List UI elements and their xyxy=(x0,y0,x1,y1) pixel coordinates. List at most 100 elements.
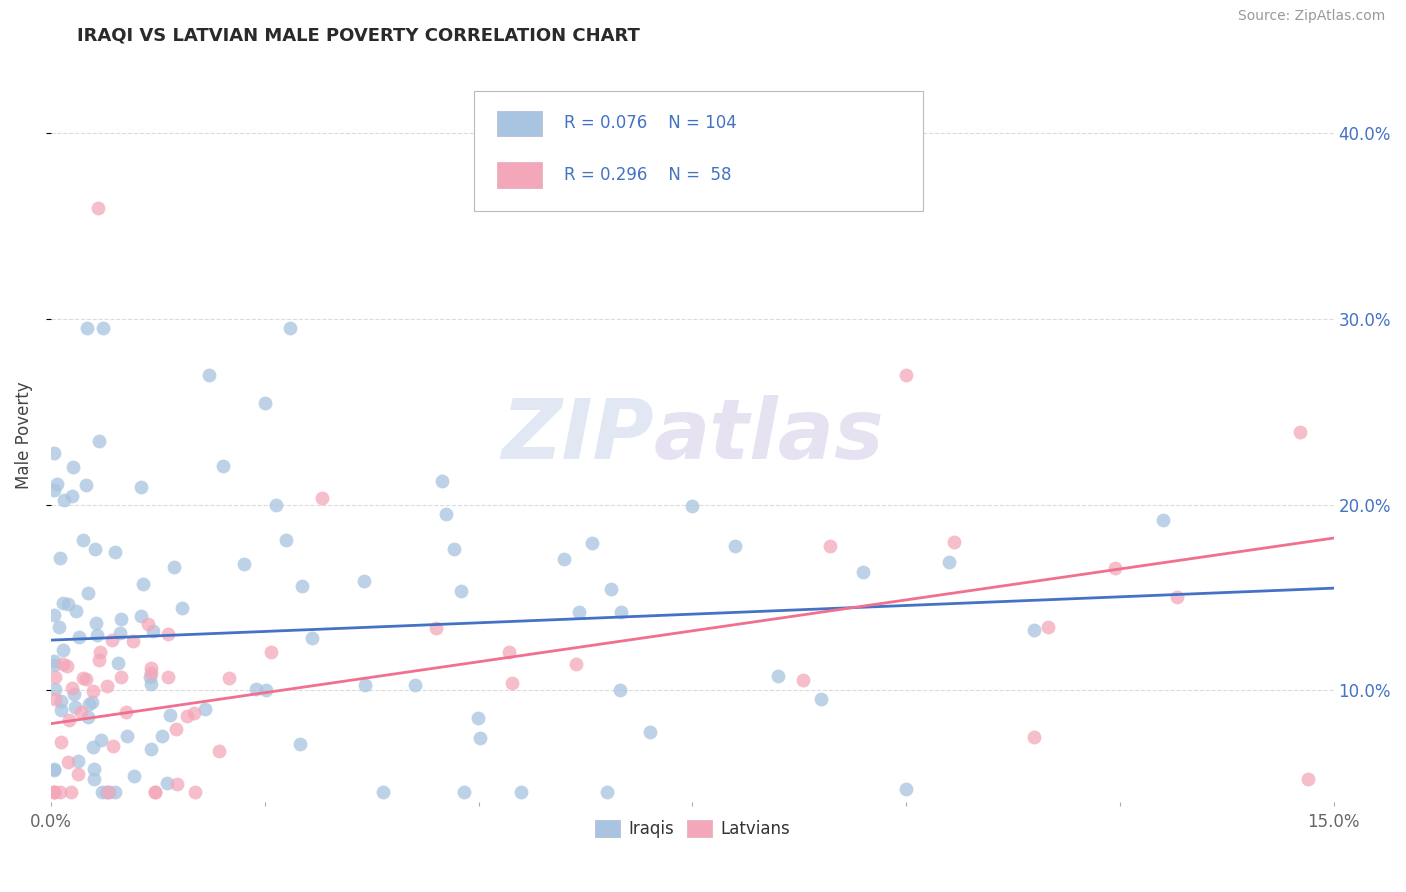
Text: Source: ZipAtlas.com: Source: ZipAtlas.com xyxy=(1237,9,1385,23)
Point xyxy=(280,321,302,335)
Point xyxy=(100,633,122,648)
Point xyxy=(90,785,112,799)
Bar xyxy=(498,111,543,136)
Point xyxy=(48,550,70,565)
Point xyxy=(63,687,86,701)
Point xyxy=(44,670,66,684)
Point xyxy=(139,741,162,756)
Point xyxy=(60,785,83,799)
Point xyxy=(498,645,520,659)
Point xyxy=(599,582,621,597)
Point xyxy=(581,535,603,549)
Point xyxy=(75,478,97,492)
Point xyxy=(139,665,162,680)
Text: R = 0.296    N =  58: R = 0.296 N = 58 xyxy=(564,166,731,184)
Point xyxy=(1104,561,1126,575)
Point xyxy=(1296,772,1319,787)
Point xyxy=(470,731,492,746)
Point xyxy=(60,681,83,696)
Point xyxy=(82,739,104,754)
Point xyxy=(311,491,333,505)
Point xyxy=(139,670,162,684)
Point xyxy=(938,555,960,569)
Text: R = 0.076    N = 104: R = 0.076 N = 104 xyxy=(564,114,737,133)
Point xyxy=(86,201,108,215)
Point xyxy=(610,605,633,619)
Point xyxy=(60,489,83,503)
Point xyxy=(82,684,104,698)
Point xyxy=(1024,623,1046,637)
Point xyxy=(163,560,186,574)
Point xyxy=(42,654,65,668)
Point xyxy=(1166,591,1188,605)
Text: atlas: atlas xyxy=(654,394,884,475)
Point xyxy=(56,597,79,611)
Point xyxy=(166,776,188,790)
Point xyxy=(44,691,66,706)
Point xyxy=(141,661,163,675)
Point xyxy=(44,682,66,697)
Point xyxy=(290,737,312,751)
Point xyxy=(156,627,179,641)
Point xyxy=(724,539,747,553)
Point xyxy=(274,533,297,547)
Point xyxy=(430,474,453,488)
Point xyxy=(1024,730,1046,744)
Point xyxy=(72,671,94,685)
Point xyxy=(443,541,465,556)
Point xyxy=(49,703,72,717)
Point xyxy=(52,657,75,671)
Point xyxy=(253,395,276,409)
Point xyxy=(510,785,533,799)
Legend: Iraqis, Latvians: Iraqis, Latvians xyxy=(588,813,797,845)
Point xyxy=(218,671,240,685)
Point xyxy=(97,785,120,799)
Point xyxy=(596,785,619,799)
Point xyxy=(98,785,121,799)
Point xyxy=(894,781,917,796)
Point xyxy=(77,585,100,599)
Point xyxy=(501,676,523,690)
Point xyxy=(115,705,138,719)
Point xyxy=(110,670,132,684)
Point xyxy=(165,722,187,736)
Point xyxy=(564,657,586,671)
Point xyxy=(83,772,105,786)
Point xyxy=(51,643,73,657)
Point xyxy=(86,616,108,631)
Point xyxy=(143,785,166,799)
Point xyxy=(198,368,221,382)
Point xyxy=(131,609,153,624)
Point xyxy=(56,659,79,673)
Point xyxy=(62,459,84,474)
Point xyxy=(766,669,789,683)
Point xyxy=(818,540,841,554)
Point xyxy=(67,754,90,768)
Point xyxy=(77,709,100,723)
Point xyxy=(70,705,93,719)
Point xyxy=(75,672,97,686)
Point xyxy=(450,584,472,599)
Point xyxy=(72,533,94,548)
Point xyxy=(87,653,110,667)
Point xyxy=(194,701,217,715)
Point xyxy=(232,557,254,571)
Point xyxy=(101,739,124,753)
Point xyxy=(141,624,163,638)
Point xyxy=(83,542,105,557)
Point xyxy=(568,605,591,619)
Point xyxy=(44,607,66,622)
Point xyxy=(172,601,194,615)
Point xyxy=(42,785,65,799)
Point xyxy=(852,565,875,579)
Point xyxy=(553,551,575,566)
Point xyxy=(211,459,233,474)
Point xyxy=(139,676,162,690)
Point xyxy=(156,670,179,684)
Point xyxy=(638,725,661,739)
Point xyxy=(42,446,65,460)
Point xyxy=(42,762,65,776)
Point xyxy=(184,785,207,799)
Point xyxy=(121,634,143,648)
Text: ZIP: ZIP xyxy=(502,394,654,475)
